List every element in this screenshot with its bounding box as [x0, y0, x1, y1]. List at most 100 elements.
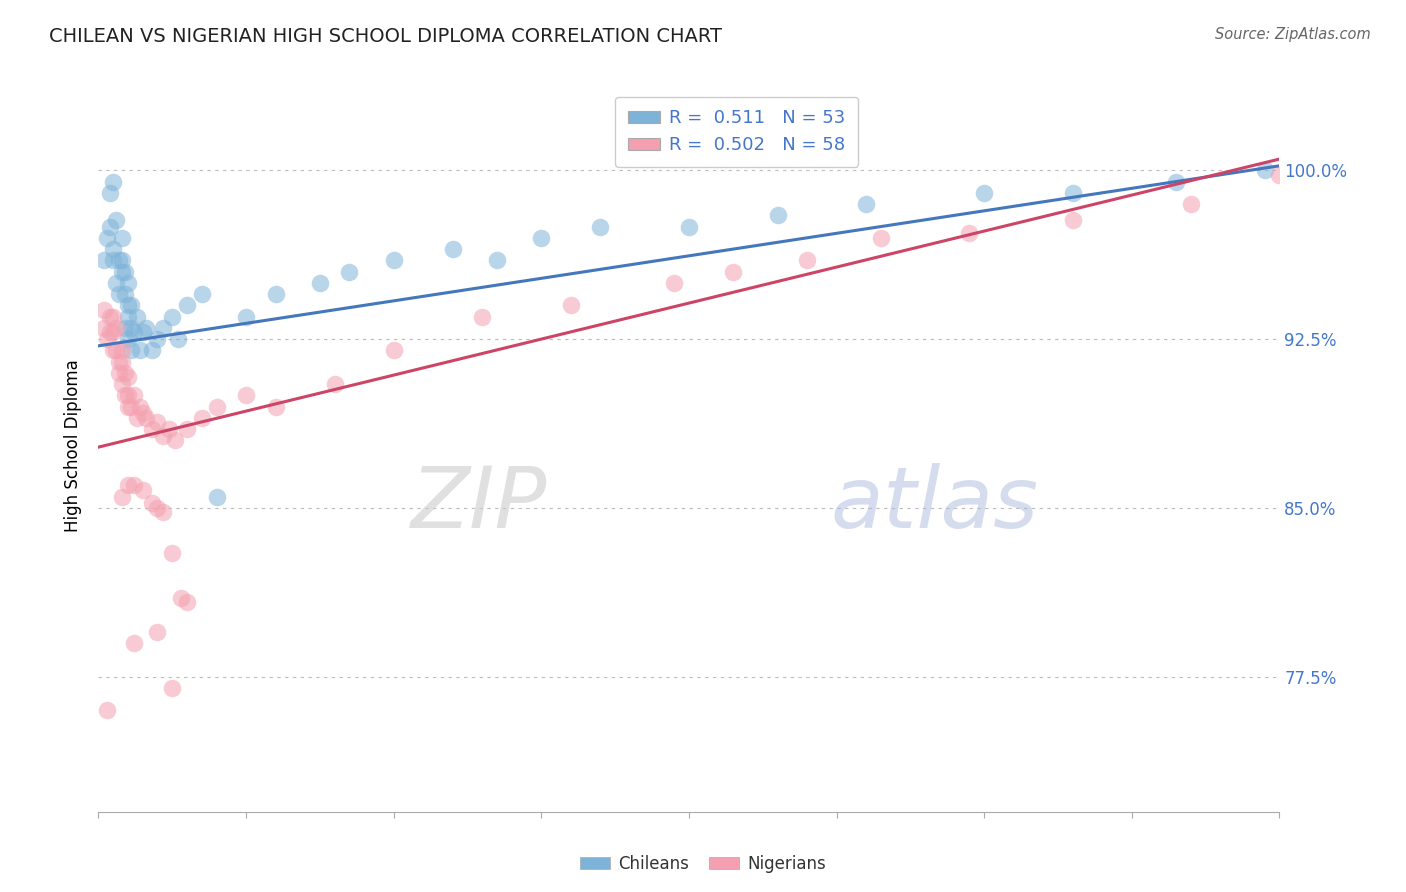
Legend: R =  0.511   N = 53, R =  0.502   N = 58: R = 0.511 N = 53, R = 0.502 N = 58 [616, 96, 858, 167]
Point [135, 321, 157, 335]
Point [122, 636, 145, 650]
Point [323, 377, 346, 392]
Point [132, 406, 155, 420]
Point [114, 321, 136, 335]
Y-axis label: High School Diploma: High School Diploma [65, 359, 83, 533]
Point [1062, 186, 1084, 200]
Point [1254, 163, 1277, 178]
Point [117, 478, 139, 492]
Point [723, 264, 745, 278]
Point [132, 326, 155, 340]
Point [117, 388, 139, 402]
Point [167, 332, 190, 346]
Point [1268, 168, 1291, 182]
Point [117, 276, 139, 290]
Point [117, 400, 139, 414]
Point [122, 388, 145, 402]
Point [855, 197, 877, 211]
Point [264, 287, 287, 301]
Point [117, 370, 139, 384]
Point [108, 287, 131, 301]
Point [141, 343, 163, 358]
Point [176, 422, 198, 436]
Point [560, 298, 582, 312]
Point [141, 422, 163, 436]
Point [98, 326, 121, 340]
Text: ZIP: ZIP [411, 463, 547, 546]
Point [382, 343, 405, 358]
Point [264, 400, 287, 414]
Point [471, 310, 494, 324]
Point [103, 310, 125, 324]
Point [152, 321, 174, 335]
Point [108, 366, 131, 380]
Point [125, 310, 148, 324]
Point [678, 219, 700, 234]
Point [191, 410, 214, 425]
Point [103, 242, 125, 256]
Point [98, 310, 121, 324]
Point [111, 354, 134, 368]
Point [108, 354, 131, 368]
Point [339, 264, 361, 278]
Point [103, 343, 125, 358]
Point [973, 186, 995, 200]
Point [105, 321, 128, 335]
Point [105, 343, 128, 358]
Point [98, 219, 121, 234]
Point [103, 326, 125, 340]
Point [530, 231, 553, 245]
Point [96, 332, 118, 346]
Point [382, 253, 405, 268]
Point [135, 410, 157, 425]
Point [141, 496, 163, 510]
Point [870, 231, 893, 245]
Point [589, 219, 612, 234]
Point [176, 595, 198, 609]
Point [176, 298, 198, 312]
Point [122, 478, 145, 492]
Point [128, 343, 150, 358]
Point [486, 253, 509, 268]
Point [146, 416, 169, 430]
Point [120, 298, 142, 312]
Point [120, 400, 142, 414]
Point [796, 253, 818, 268]
Point [96, 231, 118, 245]
Point [93, 321, 115, 335]
Point [309, 276, 332, 290]
Point [170, 591, 193, 605]
Point [93, 302, 115, 317]
Point [165, 434, 187, 448]
Point [146, 332, 169, 346]
Point [205, 490, 228, 504]
Point [132, 483, 155, 497]
Point [441, 242, 464, 256]
Point [111, 343, 134, 358]
Point [103, 175, 125, 189]
Point [114, 287, 136, 301]
Point [146, 624, 169, 639]
Point [128, 400, 150, 414]
Point [152, 429, 174, 443]
Point [120, 343, 142, 358]
Point [664, 276, 686, 290]
Point [162, 681, 183, 695]
Point [117, 310, 139, 324]
Point [111, 377, 134, 392]
Point [205, 400, 228, 414]
Point [1062, 212, 1084, 227]
Point [98, 186, 121, 200]
Legend: Chileans, Nigerians: Chileans, Nigerians [574, 848, 832, 880]
Point [162, 310, 183, 324]
Point [111, 264, 134, 278]
Point [108, 253, 131, 268]
Point [103, 253, 125, 268]
Text: CHILEAN VS NIGERIAN HIGH SCHOOL DIPLOMA CORRELATION CHART: CHILEAN VS NIGERIAN HIGH SCHOOL DIPLOMA … [49, 27, 723, 45]
Point [235, 310, 257, 324]
Point [111, 490, 134, 504]
Point [152, 505, 174, 519]
Point [157, 422, 180, 436]
Point [111, 253, 134, 268]
Point [93, 253, 115, 268]
